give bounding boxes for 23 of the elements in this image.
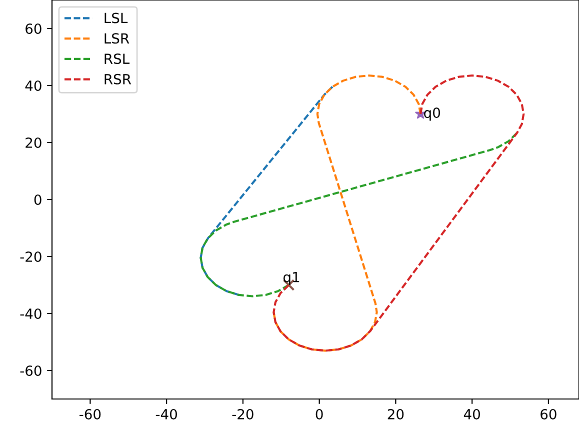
x-tick-label: -60 (80, 408, 101, 420)
y-tick-label: 40 (25, 80, 42, 91)
y-tick-label: 60 (26, 23, 42, 34)
legend-label: RSL (104, 54, 130, 64)
x-tick-label: 20 (388, 408, 404, 420)
x-tick-label: -20 (232, 408, 254, 420)
y-tick-label: -40 (20, 308, 42, 319)
y-tick-label: 0 (34, 194, 42, 205)
x-tick-label: 40 (464, 408, 480, 420)
legend-label: LSL (104, 12, 128, 24)
annotation: q1 (283, 272, 300, 285)
y-tick-label: -60 (20, 365, 42, 376)
legend-label: RSR (104, 74, 132, 84)
line-series (272, 74, 525, 352)
x-tick-label: 60 (540, 408, 556, 420)
line-series (200, 132, 518, 298)
legend-label: LSR (104, 33, 130, 44)
y-tick-label: -20 (20, 251, 42, 262)
line-series (200, 86, 334, 296)
y-tick-label: 20 (26, 137, 42, 148)
annotation: q0 (424, 108, 440, 121)
x-tick-label: -40 (156, 408, 177, 420)
x-tick-label: 0 (316, 408, 323, 420)
